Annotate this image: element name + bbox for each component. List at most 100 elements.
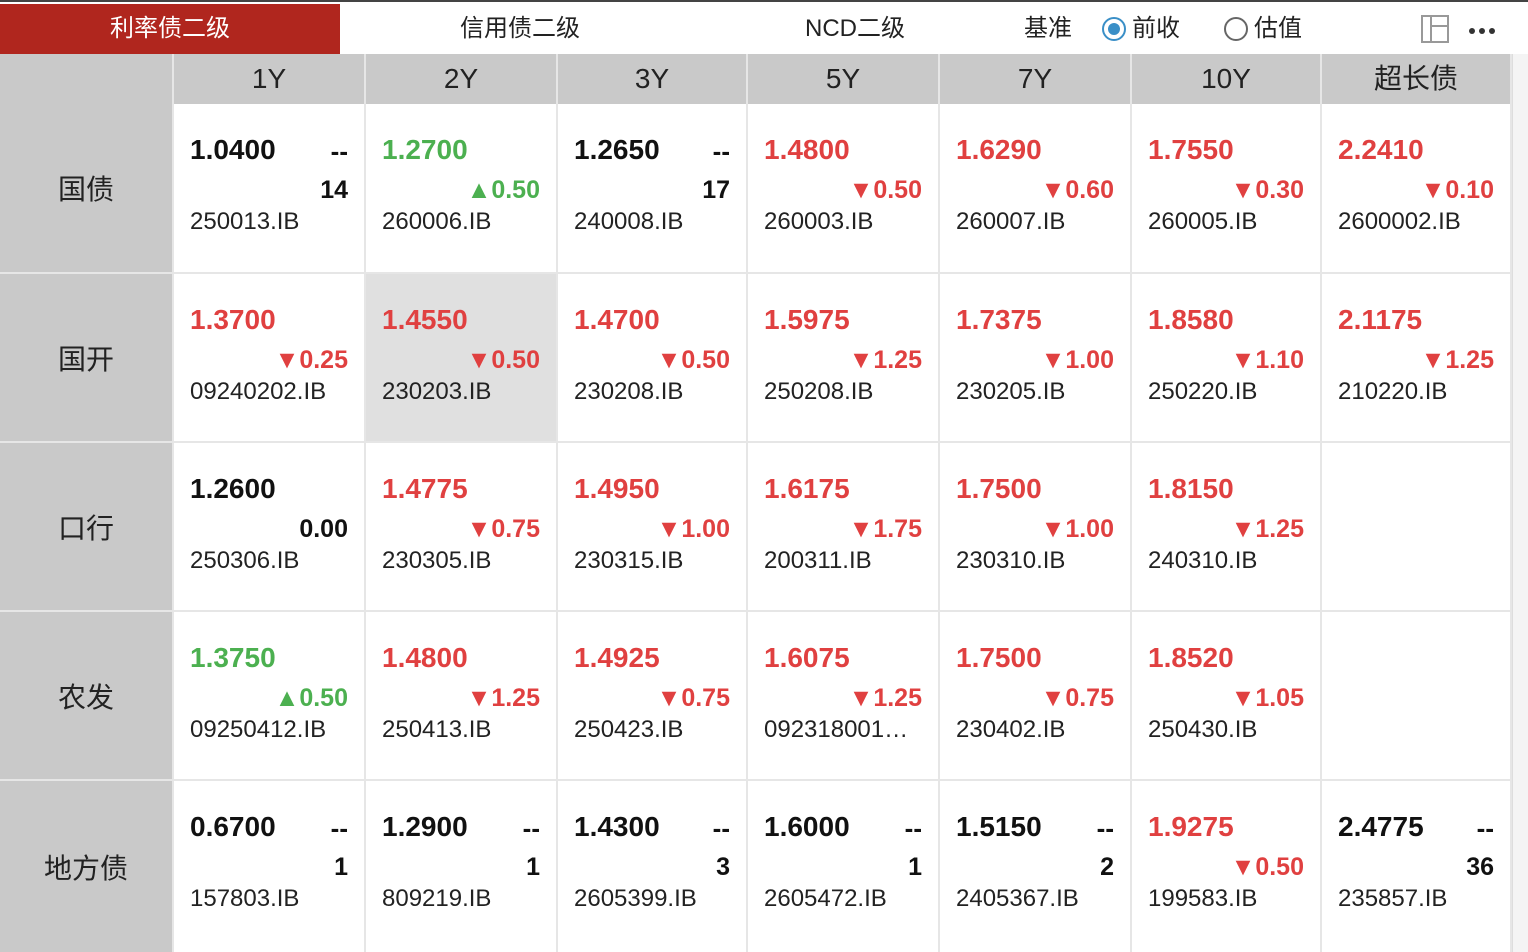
bond-cell[interactable]: 1.6000 -- 1 2605472.IB [748, 781, 938, 952]
yield: 0.6700 [190, 811, 276, 842]
column-header: 2Y [366, 54, 556, 104]
bond-code: 250306.IB [190, 547, 300, 574]
trend-mark: -- [904, 813, 922, 843]
yield: 1.4550 [382, 304, 468, 335]
change: 14 [320, 176, 348, 204]
bond-cell[interactable]: 1.3700 ▼0.25 09240202.IB [174, 274, 364, 441]
trend-mark: -- [522, 813, 540, 843]
bond-cell[interactable]: 1.4775 ▼0.75 230305.IB [366, 443, 556, 610]
tab[interactable]: 信用债二级 [460, 15, 580, 42]
bond-code: 230310.IB [956, 547, 1066, 574]
row-label: 地方债 [0, 781, 172, 952]
radio-label[interactable]: 估值 [1254, 15, 1302, 42]
change: 36 [1466, 853, 1494, 881]
bond-cell[interactable]: 1.0400 -- 14 250013.IB [174, 104, 364, 272]
bond-code: 210220.IB [1338, 378, 1448, 405]
yield: 1.6175 [764, 473, 850, 504]
row-label: 国开 [0, 274, 172, 441]
change: ▼0.25 [274, 346, 348, 374]
bond-cell[interactable]: 1.3750 ▲0.50 09250412.IB [174, 612, 364, 779]
yield: 1.4775 [382, 473, 468, 504]
bond-code: 260006.IB [382, 208, 492, 235]
bond-cell[interactable]: 1.4700 ▼0.50 230208.IB [558, 274, 746, 441]
trend-mark: -- [1476, 813, 1494, 843]
radio-label[interactable]: 前收 [1132, 15, 1180, 42]
bond-cell[interactable]: 1.5975 ▼1.25 250208.IB [748, 274, 938, 441]
column-header: 超长债 [1322, 54, 1510, 104]
bond-cell[interactable]: 1.7375 ▼1.00 230205.IB [940, 274, 1130, 441]
bond-cell[interactable]: 1.7550 ▼0.30 260005.IB [1132, 104, 1320, 272]
yield: 1.5150 [956, 811, 1042, 842]
scrollbar [1512, 54, 1528, 952]
bond-cell[interactable]: 1.4800 ▼0.50 260003.IB [748, 104, 938, 272]
radio-button[interactable] [1224, 17, 1248, 41]
bond-cell[interactable]: 0.6700 -- 1 157803.IB [174, 781, 364, 952]
change: ▼0.50 [848, 176, 922, 204]
change: ▼0.75 [466, 515, 540, 543]
bond-code: 230205.IB [956, 378, 1066, 405]
bond-cell[interactable]: 1.6290 ▼0.60 260007.IB [940, 104, 1130, 272]
bond-cell[interactable]: 1.2900 -- 1 809219.IB [366, 781, 556, 952]
trend-mark: -- [712, 813, 730, 843]
column-header: 5Y [748, 54, 938, 104]
bond-cell[interactable]: 1.4550 ▼0.50 230203.IB [366, 274, 556, 441]
bond-code: 250208.IB [764, 378, 874, 405]
yield: 2.2410 [1338, 134, 1424, 165]
bond-code: 2600002.IB [1338, 208, 1461, 235]
bond-code: 199583.IB [1148, 885, 1258, 912]
yield: 1.4800 [764, 134, 850, 165]
bond-code: 250413.IB [382, 716, 492, 743]
bond-cell[interactable]: 1.7500 ▼0.75 230402.IB [940, 612, 1130, 779]
bond-cell[interactable]: 1.6075 ▼1.25 092318001… [748, 612, 938, 779]
radio-button[interactable] [1102, 17, 1126, 41]
change: 1 [526, 853, 540, 881]
bond-code: 2605472.IB [764, 885, 887, 912]
bond-cell[interactable]: 1.9275 ▼0.50 199583.IB [1132, 781, 1320, 952]
bond-cell[interactable]: 1.4300 -- 3 2605399.IB [558, 781, 746, 952]
bond-code: 230208.IB [574, 378, 684, 405]
column-header: 3Y [558, 54, 746, 104]
row-label: 农发 [0, 612, 172, 779]
bond-code: 092318001… [764, 716, 909, 743]
bond-cell[interactable]: 1.4950 ▼1.00 230315.IB [558, 443, 746, 610]
bond-cell[interactable]: 1.7500 ▼1.00 230310.IB [940, 443, 1130, 610]
column-header: 7Y [940, 54, 1130, 104]
bond-cell[interactable]: 2.4775 -- 36 235857.IB [1322, 781, 1510, 952]
bond-cell[interactable]: 1.8150 ▼1.25 240310.IB [1132, 443, 1320, 610]
yield: 1.8520 [1148, 642, 1234, 673]
change: ▼1.75 [848, 515, 922, 543]
bond-code: 157803.IB [190, 885, 300, 912]
bond-code: 250013.IB [190, 208, 300, 235]
change: ▼1.25 [848, 346, 922, 374]
change: ▼0.50 [466, 346, 540, 374]
bond-cell[interactable]: 1.4800 ▼1.25 250413.IB [366, 612, 556, 779]
bond-cell[interactable]: 1.2700 ▲0.50 260006.IB [366, 104, 556, 272]
yield: 1.3750 [190, 642, 276, 673]
yield: 1.7550 [1148, 134, 1234, 165]
bond-code: 250220.IB [1148, 378, 1258, 405]
bond-code: 250430.IB [1148, 716, 1258, 743]
change: ▼1.00 [1040, 346, 1114, 374]
bond-code: 230315.IB [574, 547, 684, 574]
tab[interactable]: NCD二级 [805, 15, 905, 42]
change: 2 [1100, 853, 1114, 881]
change: ▼0.50 [656, 346, 730, 374]
toolbar-icons [1421, 15, 1495, 43]
bond-cell[interactable]: 2.2410 ▼0.10 2600002.IB [1322, 104, 1510, 272]
bond-cell[interactable]: 1.4925 ▼0.75 250423.IB [558, 612, 746, 779]
bond-cell[interactable]: 1.8520 ▼1.05 250430.IB [1132, 612, 1320, 779]
bond-cell[interactable]: 1.8580 ▼1.10 250220.IB [1132, 274, 1320, 441]
yield: 1.7500 [956, 642, 1042, 673]
bond-cell[interactable]: 1.2600 0.00 250306.IB [174, 443, 364, 610]
bond-code: 09240202.IB [190, 378, 327, 405]
bond-cell[interactable]: 1.5150 -- 2 2405367.IB [940, 781, 1130, 952]
bond-cell[interactable]: 1.2650 -- 17 240008.IB [558, 104, 746, 272]
yield: 1.8150 [1148, 473, 1234, 504]
bond-cell [1322, 612, 1510, 779]
change: 1 [908, 853, 922, 881]
tab[interactable]: 利率债二级 [0, 4, 340, 54]
bond-cell[interactable]: 2.1175 ▼1.25 210220.IB [1322, 274, 1510, 441]
bond-code: 2605399.IB [574, 885, 697, 912]
yield: 1.4800 [382, 642, 468, 673]
bond-cell[interactable]: 1.6175 ▼1.75 200311.IB [748, 443, 938, 610]
